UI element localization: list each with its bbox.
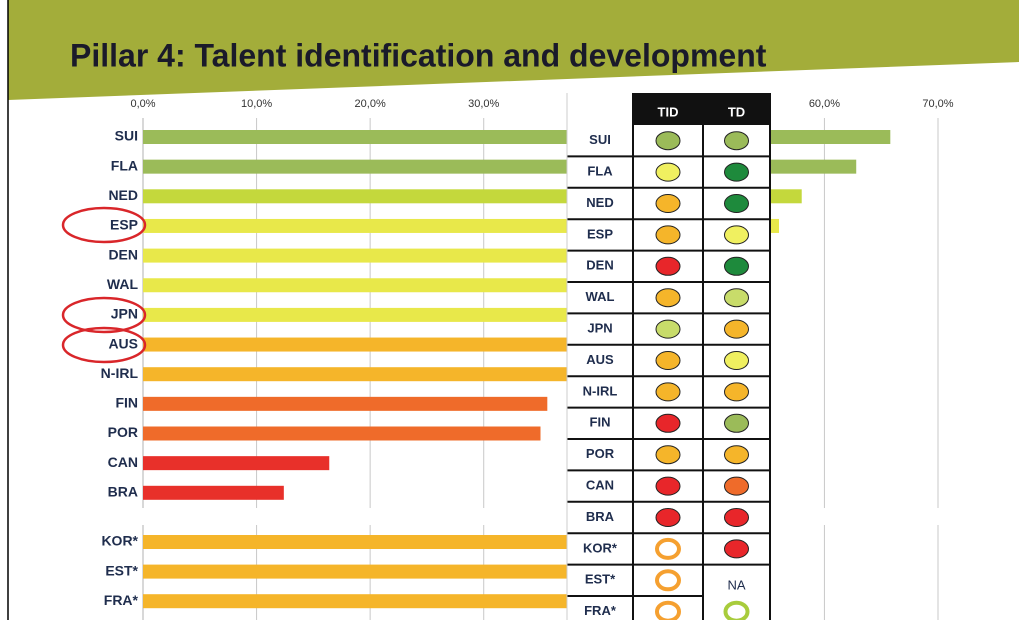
rating-dot bbox=[724, 382, 749, 402]
category-label: KOR* bbox=[101, 533, 138, 549]
rating-dot bbox=[724, 162, 749, 182]
rating-dot bbox=[724, 445, 749, 465]
plot-area: 0,0%10,0%20,0%30,0%40,0%50,0%60,0%70,0%S… bbox=[101, 98, 954, 620]
rating-dot bbox=[655, 319, 681, 339]
cell-text: NA bbox=[727, 578, 745, 593]
rating-dot bbox=[724, 225, 749, 245]
column-header: TD bbox=[728, 104, 745, 119]
rating-dot bbox=[724, 288, 749, 308]
page-title: Pillar 4: Talent identification and deve… bbox=[70, 37, 767, 73]
rating-ring bbox=[655, 569, 681, 592]
row-label: FRA* bbox=[584, 603, 617, 618]
rating-ring bbox=[655, 537, 681, 560]
row-label: NED bbox=[586, 195, 613, 210]
row-label: JPN bbox=[587, 321, 612, 336]
rating-dot bbox=[655, 162, 681, 182]
rating-dot bbox=[655, 131, 681, 151]
bar bbox=[143, 396, 548, 411]
row-label: AUS bbox=[586, 352, 614, 367]
x-tick-label: 10,0% bbox=[241, 98, 272, 110]
rating-dot bbox=[724, 508, 749, 527]
rating-dot bbox=[655, 256, 681, 276]
rating-ring bbox=[723, 600, 750, 620]
highlight bbox=[61, 206, 147, 244]
rating-dot bbox=[724, 539, 749, 559]
category-label: WAL bbox=[107, 276, 139, 292]
rating-dot bbox=[655, 445, 681, 465]
rating-dot bbox=[724, 413, 749, 433]
rating-dot bbox=[655, 476, 681, 496]
rating-dot bbox=[724, 131, 749, 151]
rating-dot bbox=[724, 351, 749, 370]
category-label: NED bbox=[108, 187, 138, 203]
rating-dot bbox=[655, 288, 681, 308]
rating-dot bbox=[724, 319, 749, 339]
category-label: CAN bbox=[108, 454, 138, 470]
bar bbox=[143, 594, 655, 609]
category-label: POR bbox=[108, 424, 138, 440]
row-label: BRA bbox=[586, 509, 615, 524]
row-label: DEN bbox=[586, 258, 613, 273]
bar bbox=[143, 130, 891, 144]
category-label: FRA* bbox=[104, 592, 139, 608]
row-label: EST* bbox=[585, 572, 616, 587]
category-label: ESP bbox=[110, 217, 138, 233]
rating-dot bbox=[724, 256, 749, 276]
row-label: FLA bbox=[587, 164, 613, 179]
x-tick-label: 60,0% bbox=[809, 98, 840, 110]
rating-dot bbox=[655, 225, 681, 245]
category-label: SUI bbox=[115, 128, 138, 144]
table-header-bg bbox=[633, 93, 770, 125]
x-tick-label: 30,0% bbox=[468, 98, 499, 110]
category-label: FLA bbox=[111, 157, 138, 173]
category-label: DEN bbox=[108, 246, 138, 262]
row-label: KOR* bbox=[583, 540, 618, 555]
x-tick-label: 20,0% bbox=[355, 98, 386, 110]
rating-dot bbox=[655, 382, 681, 402]
row-label: ESP bbox=[587, 226, 613, 241]
row-label: CAN bbox=[586, 478, 614, 493]
highlight bbox=[61, 296, 147, 334]
row-label: WAL bbox=[586, 289, 615, 304]
column-header: TID bbox=[658, 104, 679, 119]
row-label: SUI bbox=[589, 132, 611, 147]
highlight bbox=[61, 326, 147, 364]
header-band bbox=[8, 0, 1019, 100]
bar bbox=[143, 456, 330, 471]
bar bbox=[143, 564, 666, 579]
rating-dot bbox=[724, 194, 749, 213]
row-label: N-IRL bbox=[583, 383, 618, 398]
category-label: FIN bbox=[115, 395, 138, 411]
rating-dot bbox=[655, 508, 681, 527]
bar bbox=[143, 485, 284, 500]
category-label: AUS bbox=[108, 335, 138, 351]
category-label: BRA bbox=[108, 484, 138, 500]
row-label: FIN bbox=[590, 415, 611, 430]
bar bbox=[143, 367, 689, 382]
x-tick-label: 70,0% bbox=[922, 98, 953, 110]
category-label: N-IRL bbox=[101, 365, 139, 381]
x-tick-label: 0,0% bbox=[130, 98, 155, 110]
rating-ring bbox=[655, 600, 681, 620]
category-label: JPN bbox=[111, 306, 138, 322]
rating-dot bbox=[655, 194, 681, 213]
rating-dot bbox=[655, 413, 681, 433]
rating-dot bbox=[724, 476, 749, 496]
row-label: POR bbox=[586, 446, 615, 461]
category-label: EST* bbox=[105, 562, 138, 578]
bar bbox=[143, 535, 677, 549]
bar bbox=[143, 426, 541, 441]
rating-table: TID TD SUI FLA NED ESP DEN WAL JPN AUS N-IRL FIN POR… bbox=[566, 93, 771, 620]
rating-dot bbox=[655, 351, 681, 370]
